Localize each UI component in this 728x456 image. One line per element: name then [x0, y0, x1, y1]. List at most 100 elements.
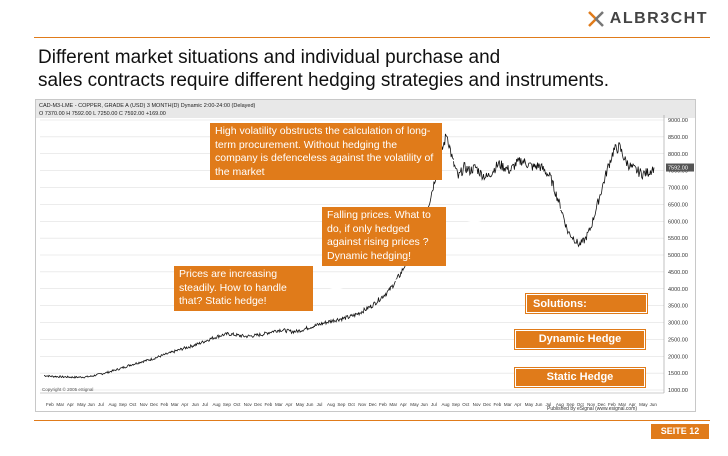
- x-tick-label: Dec: [483, 402, 492, 407]
- y-tick-label: 6000.00: [668, 219, 688, 225]
- x-tick-label: May: [639, 402, 648, 407]
- x-tick-label: Apr: [285, 402, 293, 407]
- x-tick-label: Oct: [233, 402, 241, 407]
- x-tick-label: Sep: [119, 402, 128, 407]
- last-price-tag: [666, 163, 694, 172]
- x-tick-label: Dec: [150, 402, 159, 407]
- y-tick-label: 4500.00: [668, 270, 688, 276]
- slide-title: Different market situations and individu…: [38, 46, 698, 92]
- solutions-heading: Solutions:: [525, 293, 648, 314]
- x-tick-label: May: [77, 402, 86, 407]
- page-number: SEITE 12: [651, 424, 709, 439]
- x-tick-label: Jul: [431, 402, 437, 407]
- header-rule: [34, 37, 710, 38]
- y-tick-label: 1500.00: [668, 371, 688, 377]
- x-tick-label: Aug: [108, 402, 117, 407]
- x-tick-label: Feb: [265, 402, 273, 407]
- x-tick-label: Mar: [504, 402, 512, 407]
- price-series-line: [44, 133, 655, 379]
- y-tick-label: 8000.00: [668, 152, 688, 158]
- callout-pointer-line: [313, 274, 432, 293]
- x-tick-label: Sep: [452, 402, 461, 407]
- x-tick-label: Jun: [306, 402, 314, 407]
- static-hedge-label: Static Hedge: [514, 367, 646, 388]
- x-tick-label: Feb: [379, 402, 387, 407]
- x-tick-label: Feb: [46, 402, 54, 407]
- x-tick-label: Jun: [88, 402, 96, 407]
- x-tick-label: May: [525, 402, 534, 407]
- x-tick-label: Nov: [358, 402, 367, 407]
- x-tick-label: Nov: [244, 402, 253, 407]
- x-tick-label: Aug: [556, 402, 565, 407]
- x-tick-label: Jul: [546, 402, 552, 407]
- callout-increasing-prices: Prices are increasing steadily. How to h…: [174, 266, 313, 311]
- callout-volatility: High volatility obstructs the calculatio…: [210, 123, 442, 180]
- x-tick-label: Jul: [202, 402, 208, 407]
- x-tick-label: Nov: [140, 402, 149, 407]
- title-line-2: sales contracts require different hedgin…: [38, 70, 610, 91]
- x-tick-label: Jul: [98, 402, 104, 407]
- x-tick-label: May: [410, 402, 419, 407]
- x-tick-label: Jun: [650, 402, 658, 407]
- x-tick-label: Mar: [389, 402, 397, 407]
- chart-header-bg: [36, 100, 695, 118]
- x-tick-label: Mar: [171, 402, 179, 407]
- y-tick-label: 8500.00: [668, 135, 688, 141]
- y-tick-label: 3500.00: [668, 304, 688, 310]
- x-tick-label: Jul: [317, 402, 323, 407]
- x-tick-label: Apr: [67, 402, 75, 407]
- chart-published-by: Published by eSignal (www.esignal.com): [547, 406, 637, 412]
- x-tick-label: Sep: [566, 402, 575, 407]
- x-tick-label: Feb: [160, 402, 168, 407]
- y-tick-label: 7500.00: [668, 169, 688, 175]
- x-tick-label: Apr: [629, 402, 637, 407]
- chart-copyright: Copyright © 2005 eSignal: [42, 386, 93, 392]
- logo-mark-icon: [587, 11, 604, 27]
- x-tick-label: Oct: [462, 402, 470, 407]
- y-tick-label: 2500.00: [668, 337, 688, 343]
- x-tick-label: Jun: [192, 402, 200, 407]
- title-line-1: Different market situations and individu…: [38, 47, 501, 68]
- x-tick-label: Apr: [400, 402, 408, 407]
- x-tick-label: Jun: [421, 402, 429, 407]
- x-tick-label: Nov: [587, 402, 596, 407]
- x-tick-label: Feb: [608, 402, 616, 407]
- x-tick-label: Oct: [348, 402, 356, 407]
- y-tick-label: 2000.00: [668, 354, 688, 360]
- callout-pointer-line: [442, 154, 492, 163]
- y-tick-label: 5500.00: [668, 236, 688, 242]
- x-tick-label: Jun: [535, 402, 543, 407]
- x-tick-label: Apr: [181, 402, 189, 407]
- x-tick-label: Oct: [577, 402, 585, 407]
- callout-pointer-line: [446, 207, 572, 226]
- y-tick-label: 1000.00: [668, 388, 688, 394]
- x-tick-label: Mar: [275, 402, 283, 407]
- x-tick-label: Sep: [223, 402, 232, 407]
- x-tick-label: Mar: [56, 402, 64, 407]
- x-tick-label: Apr: [514, 402, 522, 407]
- logo: ALBR3CHT: [587, 10, 708, 28]
- last-price-label: 7592.00: [668, 166, 688, 172]
- y-tick-label: 5000.00: [668, 253, 688, 259]
- x-tick-label: Mar: [618, 402, 626, 407]
- dynamic-hedge-label: Dynamic Hedge: [514, 329, 646, 350]
- y-tick-label: 9000.00: [668, 118, 688, 124]
- callout-falling-prices: Falling prices. What to do, if only hedg…: [322, 207, 446, 266]
- footer-rule: [34, 420, 710, 421]
- y-tick-label: 3000.00: [668, 321, 688, 327]
- x-tick-label: Oct: [129, 402, 137, 407]
- x-tick-label: Aug: [327, 402, 336, 407]
- x-tick-label: Aug: [441, 402, 450, 407]
- y-tick-label: 6500.00: [668, 202, 688, 208]
- x-tick-label: May: [296, 402, 305, 407]
- x-tick-label: Dec: [254, 402, 263, 407]
- x-tick-label: Nov: [473, 402, 482, 407]
- chart-header-text: CAD-M3-LME - COPPER, GRADE A (USD) 3 MON…: [39, 103, 256, 109]
- x-tick-label: Sep: [337, 402, 346, 407]
- x-tick-label: Feb: [493, 402, 501, 407]
- x-tick-label: Dec: [598, 402, 607, 407]
- y-tick-label: 7000.00: [668, 186, 688, 192]
- logo-text: ALBR3CHT: [609, 10, 708, 27]
- chart-ohlc-text: O 7370.00 H 7592.00 L 7250.00 C 7592.00 …: [39, 111, 166, 117]
